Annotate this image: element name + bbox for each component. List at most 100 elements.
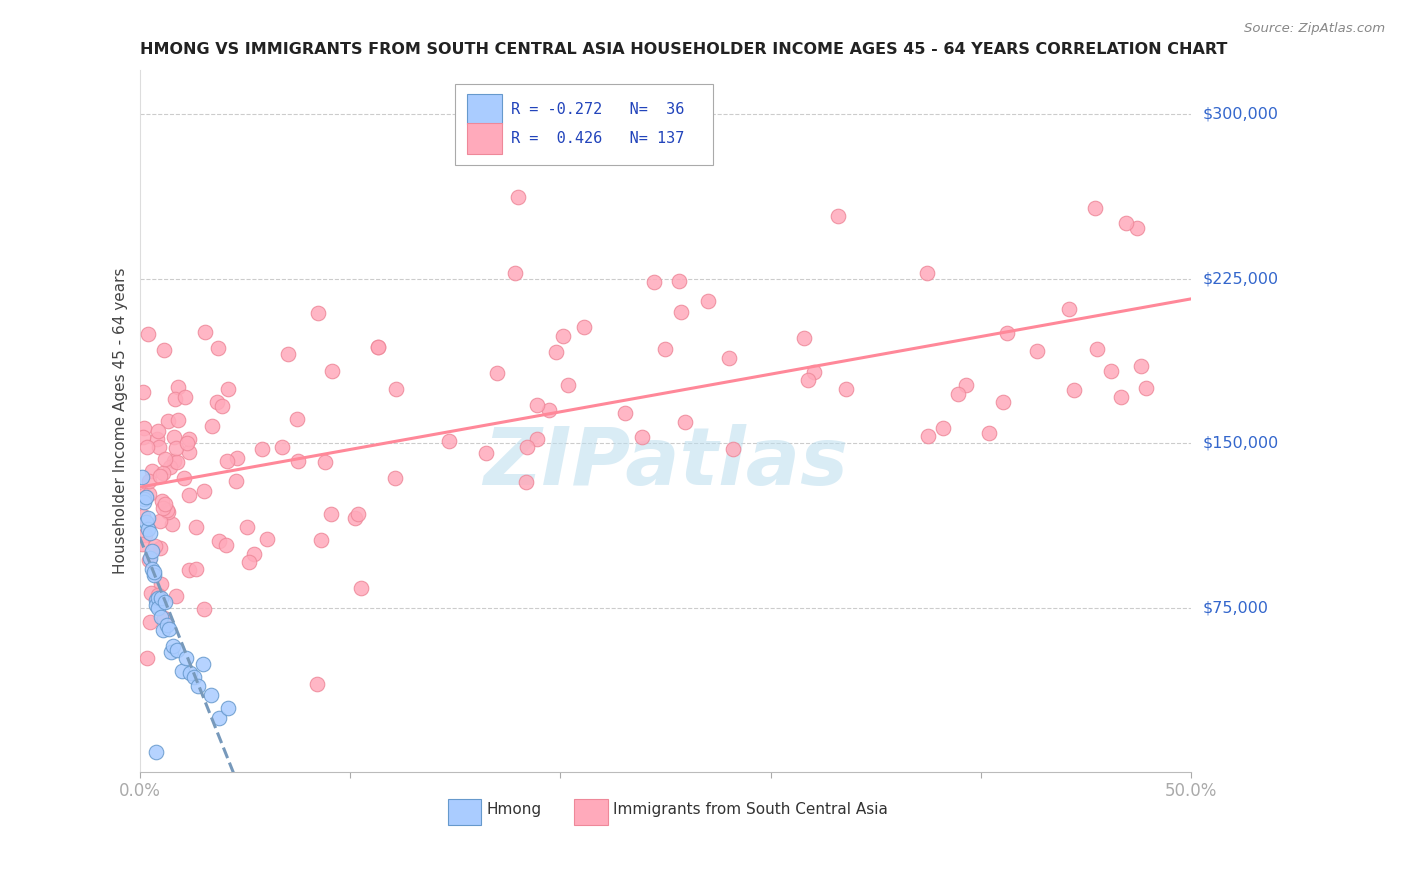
Point [166,454,188,468]
Point [131,537,153,551]
FancyBboxPatch shape [467,123,502,154]
Point [1057,301,1080,316]
Point [136,522,159,536]
Point [148,440,170,454]
Point [132,495,155,509]
Point [207,341,229,355]
Point [152,501,174,516]
Point [166,380,188,394]
Point [187,680,209,694]
Point [138,474,160,488]
Point [148,591,170,606]
Point [160,517,183,532]
FancyBboxPatch shape [456,85,713,165]
Point [145,598,167,612]
Text: HMONG VS IMMIGRANTS FROM SOUTH CENTRAL ASIA HOUSEHOLDER INCOME AGES 45 - 64 YEAR: HMONG VS IMMIGRANTS FROM SOUTH CENTRAL A… [139,42,1227,57]
Point [827,209,849,223]
Point [184,562,207,576]
Point [148,425,170,439]
Point [1085,343,1108,357]
Point [1109,390,1132,404]
Point [217,454,239,468]
Point [955,378,977,392]
Point [150,576,173,591]
Point [132,488,155,502]
Point [201,418,224,433]
Point [385,382,408,396]
Point [136,326,159,341]
Point [238,555,260,569]
Point [1084,201,1107,215]
Point [191,657,214,671]
Point [505,267,527,281]
Point [654,343,676,357]
Point [148,600,170,615]
Point [515,475,537,490]
Point [136,440,159,454]
Point [946,386,969,401]
Point [346,507,368,521]
Point [252,442,274,456]
Text: R = -0.272   N=  36: R = -0.272 N= 36 [510,102,685,117]
Point [243,547,266,561]
Point [631,430,654,444]
Point [177,432,200,446]
Point [141,562,163,576]
Point [149,591,172,605]
Point [285,412,308,426]
Point [1130,359,1153,373]
Point [184,519,207,533]
Point [321,507,343,521]
Text: $300,000: $300,000 [1202,107,1278,122]
Point [132,430,155,444]
Point [217,382,239,396]
Point [138,487,160,501]
Point [135,651,157,665]
Point [193,483,215,498]
Point [384,470,406,484]
Point [143,568,166,582]
Point [165,392,187,407]
Point [170,664,193,678]
Point [162,640,184,654]
Point [343,511,366,525]
Point [153,497,176,511]
Point [141,464,163,478]
Text: Source: ZipAtlas.com: Source: ZipAtlas.com [1244,22,1385,36]
Point [179,666,201,681]
Point [179,445,201,459]
Text: $150,000: $150,000 [1202,435,1278,450]
Point [152,466,174,480]
Point [132,421,155,435]
Point [309,533,332,547]
Point [132,508,155,523]
Point [193,601,215,615]
Text: $75,000: $75,000 [1202,600,1268,615]
Point [156,618,179,632]
Point [135,516,157,530]
Point [157,414,180,428]
FancyBboxPatch shape [574,799,607,824]
Point [145,746,167,760]
Point [132,384,155,399]
Point [165,442,187,456]
Point [796,373,818,387]
Point [572,320,595,334]
Point [153,611,176,625]
Point [208,534,231,549]
FancyBboxPatch shape [447,799,481,824]
Point [270,440,292,454]
Point [835,382,858,396]
Point [149,469,172,483]
Point [349,582,371,596]
Point [141,544,163,558]
Text: R =  0.426   N= 137: R = 0.426 N= 137 [510,131,685,146]
Text: Immigrants from South Central Asia: Immigrants from South Central Asia [613,802,887,817]
Point [307,306,329,320]
Point [157,505,180,519]
Point [673,415,696,429]
Point [696,294,718,309]
Point [156,502,179,516]
Point [166,643,188,657]
Point [160,645,183,659]
